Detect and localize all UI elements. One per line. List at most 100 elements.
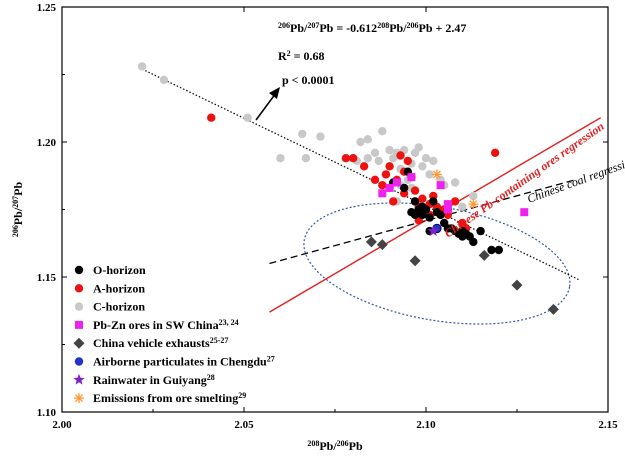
p-arrow-line	[255, 92, 277, 121]
a_horizon-point	[378, 181, 387, 190]
pbzn-point	[443, 205, 452, 214]
vehicle-point	[547, 303, 559, 315]
vehicle-series	[365, 236, 559, 315]
pbzn-point	[443, 200, 452, 209]
legend-label: Emissions from ore smelting29	[93, 391, 246, 406]
a_horizon-point	[385, 162, 394, 171]
c_horizon-point	[418, 162, 427, 171]
legend-label: Airborne particulates in Chengdu27	[93, 354, 275, 369]
o_horizon-point	[494, 245, 503, 255]
a_horizon-point	[341, 154, 351, 163]
a_horizon-point	[450, 197, 460, 206]
legend-label-text: Pb-Zn ores in SW China	[93, 318, 219, 332]
c_horizon-point	[458, 202, 467, 211]
a_horizon-point	[403, 156, 412, 166]
c_horizon-point	[298, 129, 307, 139]
legend-label: Rainwater in Guiyang28	[93, 372, 215, 387]
o_horizon-point	[458, 226, 467, 236]
axes: 2.00 2.05 2.10 2.15 1.10 1.15 1.20 1.25 208Pb/20…	[11, 2, 619, 453]
y-tick-label: 1.25	[37, 2, 57, 14]
c_horizon-point	[370, 148, 380, 157]
o_horizon-point	[469, 237, 478, 247]
asterisk-stroke	[469, 200, 478, 209]
o_horizon-point	[429, 197, 438, 206]
y-tick-label: 1.20	[37, 137, 57, 149]
pbzn-point	[436, 181, 445, 190]
a_horizon-point	[418, 194, 427, 203]
legend-citation: 29	[238, 391, 246, 400]
legend-citation: 25-27	[210, 336, 229, 345]
c_horizon-point	[316, 132, 325, 141]
legend-item: Emissions from ore smelting29	[74, 391, 246, 406]
legend-label-text: Airborne particulates in Chengdu	[93, 355, 267, 369]
legend-rainwater-point	[73, 373, 85, 385]
c_horizon-point	[429, 156, 438, 166]
vehicle-point	[365, 236, 377, 248]
c_horizon-point	[276, 154, 285, 163]
o_horizon-point	[436, 210, 445, 220]
legend-a_horizon-point	[74, 284, 84, 293]
x-tick-label: 2.05	[234, 419, 254, 431]
asterisk-stroke	[432, 170, 441, 179]
legend-label-text: O-horizon	[93, 263, 146, 277]
x-tick-label: 2.00	[52, 419, 72, 431]
legend-airborne-point	[74, 357, 84, 366]
y-axis-title: 206Pb/207Pb	[11, 182, 26, 238]
legend-citation: 27	[267, 354, 275, 363]
o_horizon-point	[487, 245, 496, 255]
a_horizon-point	[410, 186, 420, 195]
pbzn-point	[392, 178, 401, 187]
legend-item: Airborne particulates in Chengdu27	[74, 354, 275, 369]
asterisk-stroke	[75, 394, 83, 403]
c_horizon-point	[378, 127, 387, 136]
c_horizon-point	[374, 156, 383, 166]
plot-frame	[61, 6, 609, 413]
legend-label: O-horizon	[93, 263, 146, 277]
rainwater-series	[427, 225, 439, 236]
vehicle-point	[376, 239, 388, 251]
o_horizon-point	[410, 197, 420, 206]
o_horizon-point	[410, 210, 420, 220]
a_horizon-point	[490, 148, 500, 157]
vehicle-point	[478, 249, 490, 261]
p-arrow-head	[269, 87, 280, 99]
x-tick-label: 2.10	[416, 419, 436, 431]
c_horizon-point	[385, 145, 394, 155]
legend-label-text: C-horizon	[93, 300, 145, 314]
c_horizon-point	[137, 62, 147, 71]
c_horizon-point	[450, 178, 460, 187]
legend-pbzn-point	[75, 320, 83, 329]
a_horizon-point	[389, 197, 398, 206]
legend-label-text: Emissions from ore smelting	[93, 391, 238, 405]
y-tick-label: 1.15	[37, 272, 57, 284]
legend-label-text: A-horizon	[93, 281, 145, 295]
c_horizon-point	[414, 143, 423, 152]
c_horizon-point	[469, 191, 478, 201]
legend-vehicle-point	[73, 337, 85, 349]
fit-regression-line	[141, 68, 580, 281]
legend-emissions-point	[74, 393, 84, 404]
o_horizon-point	[443, 224, 453, 233]
c_horizon-point	[363, 154, 372, 163]
legend-citation: 28	[207, 372, 215, 381]
emissions-point	[431, 169, 442, 180]
r-squared: R2 = 0.68	[278, 49, 325, 64]
c_horizon-point	[301, 154, 311, 163]
c_horizon-point	[356, 137, 365, 147]
pbzn-point	[407, 173, 416, 182]
o_horizon-point	[425, 213, 434, 222]
y-tick-label: 1.10	[37, 407, 57, 419]
pbzn-point	[378, 189, 387, 198]
p-value: p < 0.0001	[282, 73, 335, 87]
legend-label: Pb-Zn ores in SW China23, 24	[93, 317, 239, 332]
legend-item: C-horizon	[74, 300, 145, 314]
legend-item: A-horizon	[74, 281, 145, 295]
emissions-point	[468, 199, 479, 210]
c_horizon-point	[363, 135, 372, 144]
vehicle-point	[511, 279, 523, 291]
legend-item: Rainwater in Guiyang28	[73, 372, 215, 387]
legend-label: China vehicle exhausts25-27	[93, 336, 228, 351]
a_horizon-point	[381, 170, 391, 179]
legend: O-horizon A-horizon C-horizon Pb-Zn ores in…	[73, 263, 275, 406]
o_horizon-point	[399, 183, 409, 193]
